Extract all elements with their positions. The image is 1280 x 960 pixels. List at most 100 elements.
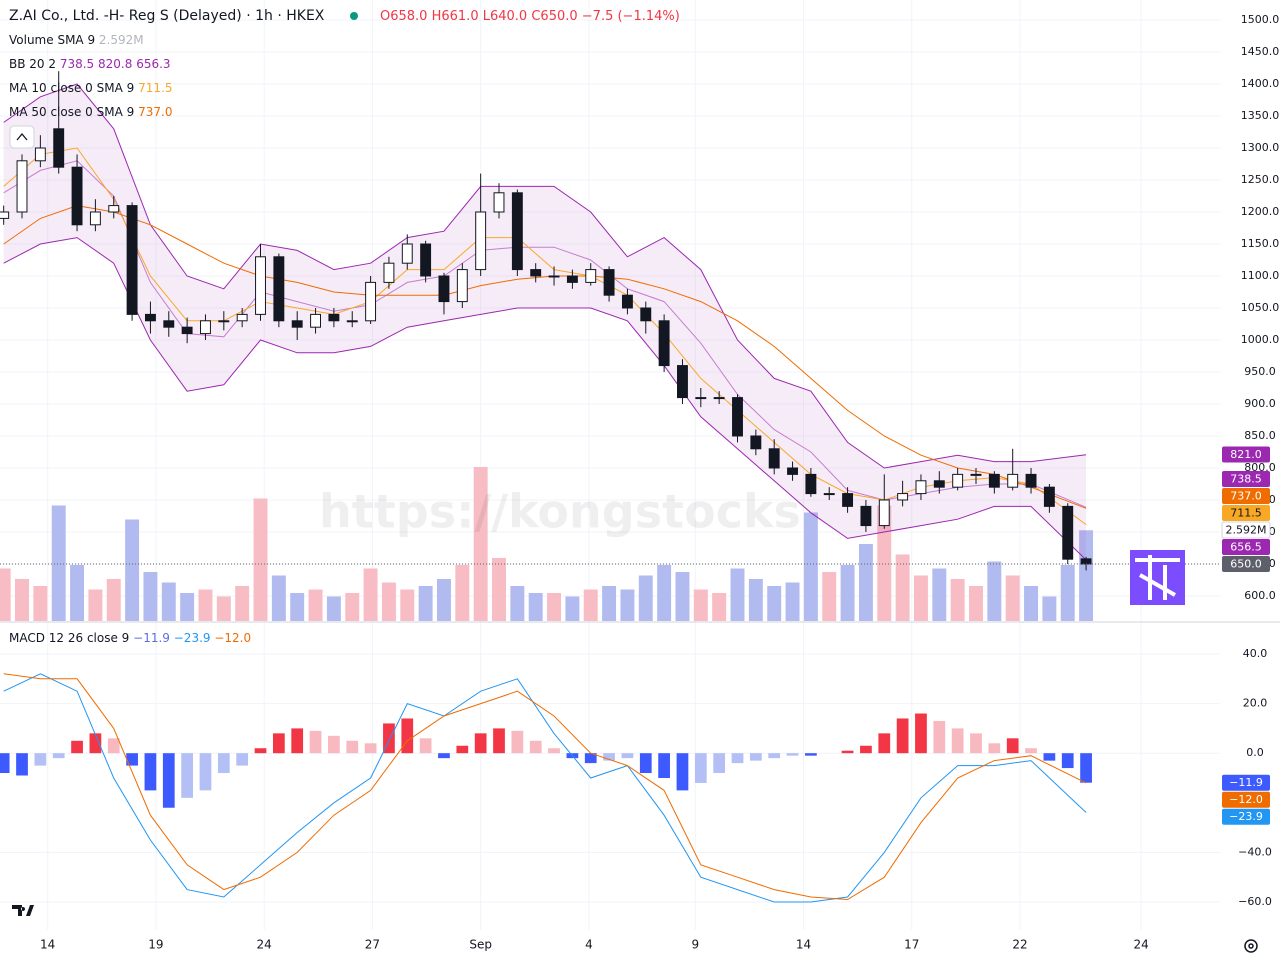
volume-bar [88,589,103,621]
y-tick-label: 600.0 [1244,589,1276,602]
price-badge-label: 711.5 [1230,506,1262,519]
volume-bar [602,585,617,621]
macd-bar [860,745,872,754]
tv-logo [12,905,34,916]
candle-body [456,269,468,303]
legend-row: BB 20 2 738.5 820.8 656.3 [9,57,171,71]
logo-badge [1130,550,1185,605]
volume-bar [473,466,488,621]
candle-body [566,275,578,283]
y-tick-label: 900.0 [1244,397,1276,410]
collapse-button[interactable] [9,125,35,149]
macd-bar [181,753,193,798]
candle-body [805,473,817,495]
macd-bar [1061,753,1074,769]
y-tick-label: 1150.0 [1241,237,1280,250]
candle-body [328,313,340,322]
volume-bar [492,557,506,621]
legend-value: −23.9 [174,631,211,645]
candle-body [34,147,46,162]
price-badge [1222,446,1270,463]
candle-body [89,211,101,226]
macd-bar [786,753,799,756]
volume-bar [198,589,213,621]
macd-bar [52,753,65,759]
volume-bar [913,575,928,621]
macd-bar [768,753,781,759]
legend-row: MA 10 close 0 SMA 9 711.5 [9,81,172,95]
macd-bar [1080,753,1092,783]
candle-body [677,365,688,399]
price-badge-label: 821.0 [1230,448,1262,461]
volume-bar [15,578,29,621]
x-tick-label: 4 [585,938,593,952]
candle-body [218,320,230,323]
ohlc-value: C650.0 [531,9,577,24]
candle-body [181,326,193,335]
macd-bar [805,753,817,756]
y-tick-label: 1500.0 [1241,13,1280,26]
volume-bar [0,568,11,621]
legend-row: Volume SMA 9 2.592M [9,33,144,47]
macd-bar [658,753,670,778]
volume-bar [767,585,782,621]
price-badge-label: −12.0 [1229,793,1263,806]
legend-value: −11.9 [133,631,170,645]
y-tick-label: 1350.0 [1241,109,1280,122]
candle-body [310,313,322,328]
volume-bar [858,543,873,621]
chart-title: Z.AI Co., Ltd. -H- Reg S (Delayed) · 1h … [9,8,325,24]
macd-bar [456,745,469,754]
candle-body [585,269,597,283]
macd-bar [309,730,322,754]
macd-bar [162,753,175,808]
settings-icon[interactable] [1244,939,1258,953]
volume-bar [1042,596,1057,621]
macd-bar [71,740,83,754]
price-badge [1222,555,1270,572]
candle-body [144,313,156,322]
y-tick-label: 0.0 [1246,746,1264,759]
candle-body [401,243,413,264]
legend-value: 2.592M [99,33,144,47]
candle-body [71,166,83,226]
volume-bar [657,564,672,621]
volume-bar [840,564,855,621]
macd-bar [988,743,1001,754]
volume-bar [803,512,818,621]
x-tick-label: Sep [469,938,492,952]
candle-body [1025,473,1037,488]
candle-body [365,281,377,322]
indicator-line [3,83,1087,469]
legend-value: 711.5 [138,81,172,95]
volume-bar [1005,575,1020,621]
price-badge [1222,791,1270,808]
price-badge-label: 650.0 [1230,557,1262,570]
volume-bar [950,578,965,621]
price-badge-label: 738.5 [1230,472,1262,485]
price-badge [1222,538,1270,555]
volume-bar [638,575,653,621]
candle-body [163,320,175,328]
volume-bar [1024,585,1039,621]
volume-bar [1060,564,1075,621]
legend-label: MA 10 close 0 SMA 9 [9,81,134,95]
macd-bar [1025,748,1037,754]
candle-body [823,493,835,496]
macd-bar [272,733,285,754]
volume-bar [381,582,396,621]
candle-body [842,493,854,507]
macd-bar [915,713,927,754]
macd-bar [126,753,138,766]
macd-bar [529,740,542,754]
macd-bar [548,748,560,754]
macd-bar [364,743,377,754]
volume-bar [693,589,708,621]
volume-bar [712,592,727,621]
macd-bar [603,753,615,761]
volume-bar [1079,530,1094,621]
volume-bar [345,592,360,621]
price-badge-label: −23.9 [1229,810,1263,823]
